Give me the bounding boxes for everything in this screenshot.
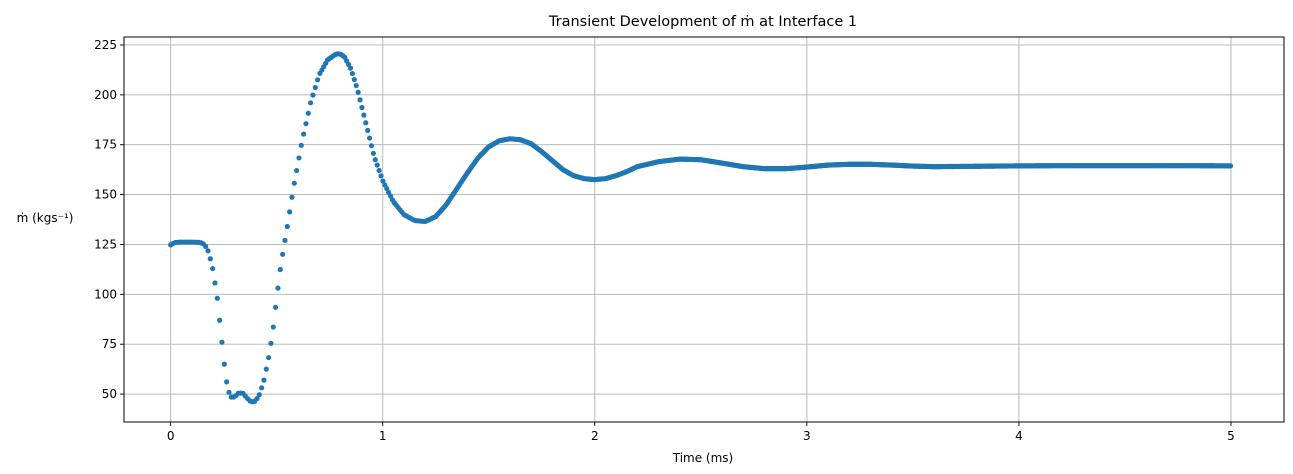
data-point <box>256 392 262 398</box>
data-point <box>305 110 311 116</box>
data-point <box>355 89 361 95</box>
data-point <box>370 150 376 156</box>
data-point <box>291 180 297 186</box>
y-tick-label: 100 <box>94 287 117 301</box>
x-tick-label: 2 <box>591 429 599 443</box>
data-point <box>289 194 295 200</box>
data-point <box>210 265 216 272</box>
x-axis-ticks: 0 1 2 3 4 5 <box>167 422 1235 443</box>
data-point <box>277 266 283 273</box>
data-point <box>376 167 382 174</box>
data-point <box>284 223 290 230</box>
x-tick-label: 3 <box>803 429 811 443</box>
data-point <box>357 97 363 103</box>
data-point <box>273 304 279 310</box>
data-point <box>214 295 220 301</box>
data-point <box>224 379 230 385</box>
data-point <box>1227 163 1234 169</box>
data-point <box>378 173 384 179</box>
data-point <box>361 112 367 118</box>
y-tick-label: 225 <box>94 38 117 52</box>
data-point <box>282 237 288 244</box>
grid <box>124 37 1284 422</box>
data-point <box>301 131 307 137</box>
data-point <box>221 361 227 367</box>
data-point <box>359 104 365 111</box>
data-point <box>219 339 225 345</box>
plot-frame <box>123 36 1285 423</box>
data-point <box>365 127 371 134</box>
data-point <box>266 354 272 361</box>
data-point <box>349 70 355 77</box>
data-point <box>263 366 269 372</box>
data-point <box>303 121 309 127</box>
data-point <box>261 377 267 383</box>
y-tick-label: 150 <box>94 188 117 202</box>
y-tick-label: 50 <box>102 387 117 401</box>
x-tick-label: 5 <box>1227 429 1235 443</box>
y-tick-label: 125 <box>94 237 117 251</box>
data-point <box>259 385 265 391</box>
data-point <box>280 251 286 257</box>
y-axis-ticks: 50 75 100 125 150 175 200 225 <box>94 38 124 401</box>
data-point <box>254 396 260 402</box>
data-point <box>353 82 359 89</box>
data-point <box>310 92 316 98</box>
data-point <box>366 135 373 141</box>
data-point <box>270 324 276 330</box>
x-axis-label: Time (ms) <box>672 451 734 465</box>
data-points <box>168 51 1234 405</box>
data-point <box>205 248 211 254</box>
data-point <box>308 100 314 106</box>
data-point <box>294 167 300 174</box>
data-point <box>372 157 378 163</box>
y-tick-label: 200 <box>94 88 117 102</box>
x-tick-label: 4 <box>1015 429 1023 443</box>
x-tick-label: 1 <box>379 429 387 443</box>
data-point <box>312 84 318 91</box>
data-point <box>315 77 321 83</box>
data-point <box>374 162 380 168</box>
data-point <box>347 65 354 71</box>
data-point <box>275 285 281 291</box>
y-tick-label: 175 <box>94 138 117 152</box>
y-axis-label: ṁ (kgs⁻¹) <box>17 211 74 225</box>
y-tick-label: 75 <box>102 337 117 351</box>
data-point <box>226 389 232 395</box>
data-point <box>212 280 218 286</box>
data-point <box>287 209 293 215</box>
x-tick-label: 0 <box>167 429 175 443</box>
data-point <box>296 155 302 161</box>
chart-title: Transient Development of ṁ at Interface … <box>548 14 857 30</box>
data-point <box>217 317 223 323</box>
data-point <box>298 142 304 148</box>
data-point <box>203 243 209 250</box>
data-point <box>368 143 375 149</box>
data-point <box>207 256 213 262</box>
data-point <box>363 120 369 126</box>
data-point <box>351 76 357 83</box>
data-point <box>268 340 274 346</box>
